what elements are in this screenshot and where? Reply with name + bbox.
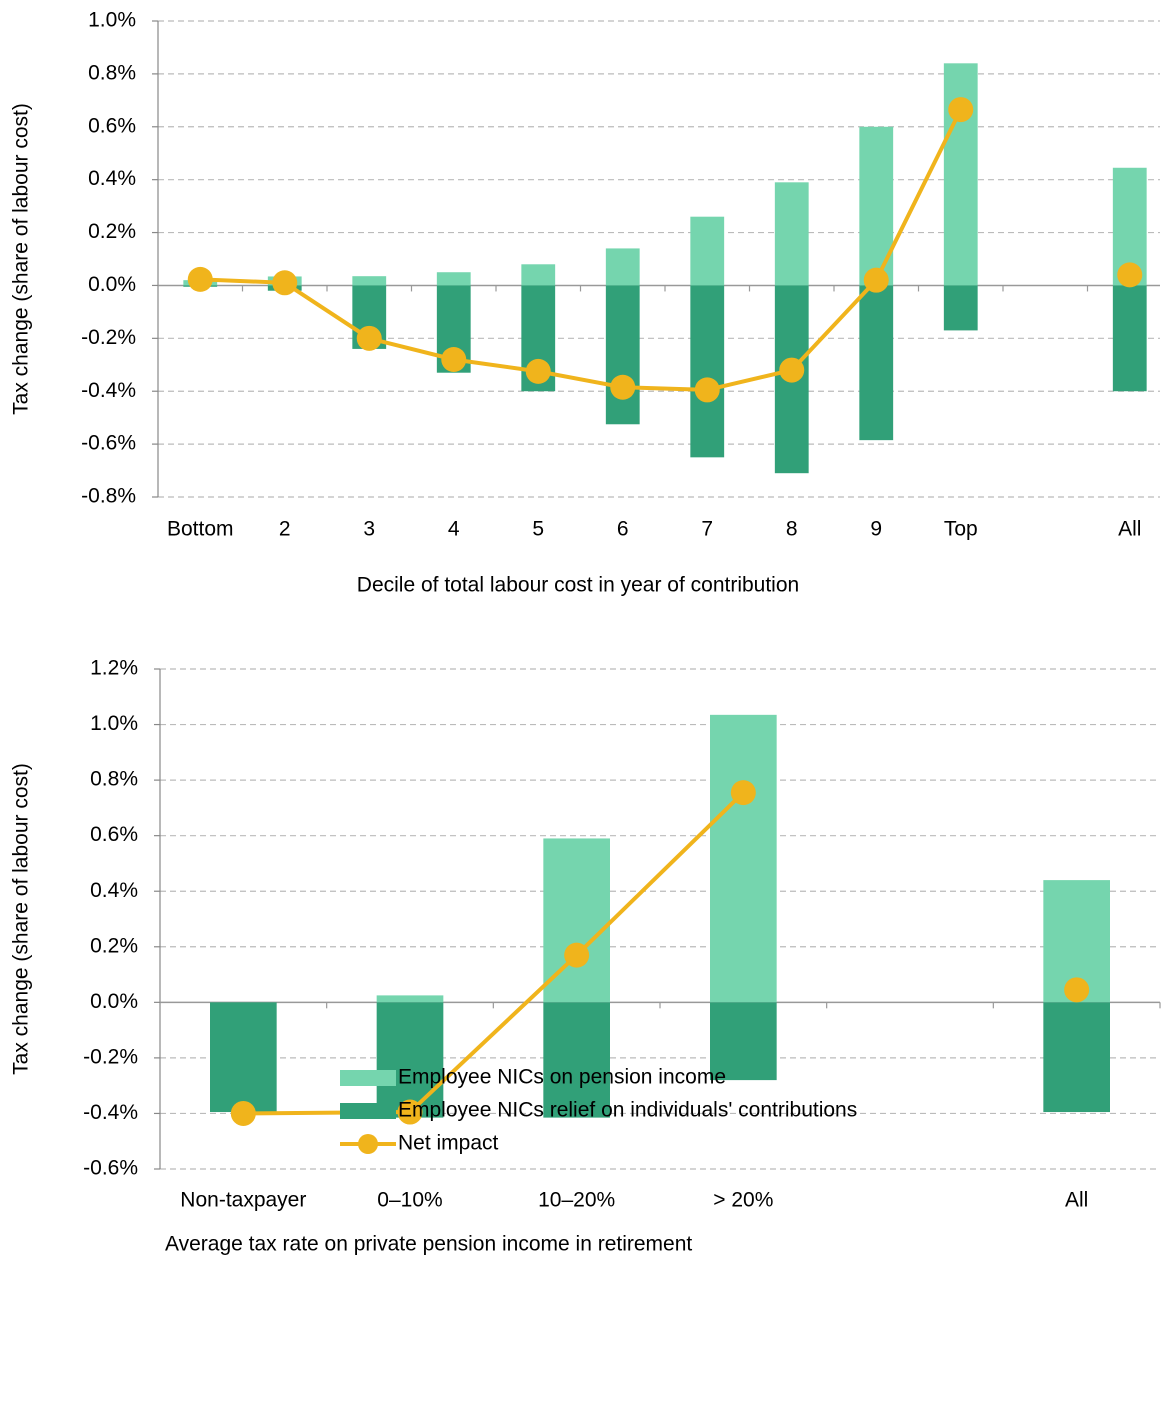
x-tick-label: 6 xyxy=(617,518,629,541)
legend-label: Net impact xyxy=(398,1132,499,1155)
legend-label: Employee NICs relief on individuals' con… xyxy=(398,1099,857,1122)
bar xyxy=(605,248,640,286)
legend-label: Employee NICs on pension income xyxy=(398,1066,726,1089)
x-tick-label: 10–20% xyxy=(538,1189,615,1212)
marker xyxy=(356,325,382,351)
legend-swatch xyxy=(358,1134,378,1154)
x-tick-label: > 20% xyxy=(713,1189,773,1212)
bar xyxy=(859,126,894,286)
bar xyxy=(605,285,640,425)
y-tick-label: 0.2% xyxy=(90,934,138,957)
y-tick-label: -0.2% xyxy=(83,1045,138,1068)
bar xyxy=(859,285,894,441)
y-tick-label: 1.0% xyxy=(88,9,136,32)
y-tick-label: 0.2% xyxy=(88,220,136,243)
x-tick-label: 0–10% xyxy=(377,1189,442,1212)
marker xyxy=(1117,262,1143,288)
x-tick-label: 8 xyxy=(786,518,798,541)
bar xyxy=(210,1002,277,1113)
bar xyxy=(543,1002,610,1118)
bar xyxy=(1043,1002,1110,1113)
marker xyxy=(948,97,974,123)
y-tick-label: 0.6% xyxy=(88,114,136,137)
bar-series xyxy=(183,285,1147,474)
x-axis-label: Average tax rate on private pension inco… xyxy=(165,1233,692,1256)
bar xyxy=(376,995,444,1003)
bar xyxy=(690,285,725,458)
marker xyxy=(564,942,590,968)
y-axis-label: Tax change (share of labour cost) xyxy=(10,763,33,1075)
bar-series xyxy=(183,63,1147,286)
bar-series xyxy=(210,1002,1110,1118)
y-tick-label: 0.4% xyxy=(88,167,136,190)
bar xyxy=(943,63,978,286)
bar xyxy=(1112,285,1147,392)
x-axis-label: Decile of total labour cost in year of c… xyxy=(357,574,799,597)
y-tick-label: 0.8% xyxy=(88,61,136,84)
marker xyxy=(441,346,467,372)
marker xyxy=(230,1100,256,1126)
marker xyxy=(272,270,298,296)
bar xyxy=(352,276,387,286)
y-tick-label: -0.4% xyxy=(83,1101,138,1124)
y-tick-label: -0.8% xyxy=(81,485,136,508)
bar xyxy=(710,714,777,1003)
marker xyxy=(779,357,805,383)
marker xyxy=(397,1099,423,1125)
bar xyxy=(710,1002,777,1081)
bar xyxy=(376,1002,444,1118)
bar xyxy=(774,182,809,286)
legend-swatch xyxy=(340,1070,396,1086)
y-tick-label: -0.6% xyxy=(81,432,136,455)
marker xyxy=(863,267,889,293)
x-tick-label: 5 xyxy=(532,518,544,541)
marker xyxy=(187,266,213,292)
y-tick-label: 0.0% xyxy=(88,273,136,296)
marker xyxy=(730,780,756,806)
y-tick-label: -0.4% xyxy=(81,379,136,402)
x-tick-label: Bottom xyxy=(167,518,234,541)
bar xyxy=(943,285,978,331)
marker xyxy=(610,374,636,400)
x-tick-label: 7 xyxy=(701,518,713,541)
y-axis-label: Tax change (share of labour cost) xyxy=(10,103,33,415)
y-tick-label: 0.4% xyxy=(90,879,138,902)
x-tick-label: 3 xyxy=(363,518,375,541)
y-tick-label: 1.2% xyxy=(90,657,138,680)
line xyxy=(200,110,1130,390)
bar xyxy=(521,264,556,286)
y-tick-label: 0.8% xyxy=(90,768,138,791)
x-tick-label: All xyxy=(1065,1189,1088,1212)
marker xyxy=(1064,977,1090,1003)
bar xyxy=(436,272,471,286)
x-tick-label: All xyxy=(1118,518,1141,541)
marker xyxy=(694,377,720,403)
y-tick-label: -0.6% xyxy=(83,1157,138,1180)
legend-swatch xyxy=(340,1103,396,1119)
x-tick-label: Non-taxpayer xyxy=(180,1189,306,1212)
x-tick-label: 9 xyxy=(870,518,882,541)
x-tick-label: Top xyxy=(944,518,978,541)
y-tick-label: -0.2% xyxy=(81,326,136,349)
x-tick-label: 2 xyxy=(279,518,291,541)
x-tick-label: 4 xyxy=(448,518,460,541)
y-tick-label: 0.0% xyxy=(90,990,138,1013)
bar-series xyxy=(376,714,1110,1003)
y-tick-label: 0.6% xyxy=(90,823,138,846)
y-tick-label: 1.0% xyxy=(90,712,138,735)
bar xyxy=(690,216,725,286)
marker xyxy=(525,358,551,384)
